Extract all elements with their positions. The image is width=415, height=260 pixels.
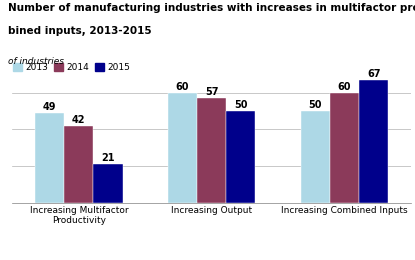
Bar xyxy=(35,113,64,203)
Bar xyxy=(226,111,256,203)
Bar xyxy=(64,126,93,203)
Text: 42: 42 xyxy=(72,115,85,125)
Text: 50: 50 xyxy=(308,100,322,110)
Text: 21: 21 xyxy=(101,153,115,163)
Text: 49: 49 xyxy=(43,102,56,112)
Bar xyxy=(359,80,388,203)
Text: 57: 57 xyxy=(205,87,218,97)
Text: Number of manufacturing industries with increases in multifactor productivity: Number of manufacturing industries with … xyxy=(8,3,415,12)
Bar xyxy=(197,98,226,203)
Bar xyxy=(168,93,197,203)
Text: 67: 67 xyxy=(367,69,381,79)
Bar xyxy=(93,164,123,203)
Text: 50: 50 xyxy=(234,100,248,110)
Bar xyxy=(330,93,359,203)
Legend: 2013, 2014, 2015: 2013, 2014, 2015 xyxy=(13,63,130,72)
Text: 60: 60 xyxy=(338,82,351,92)
Text: 60: 60 xyxy=(176,82,189,92)
Text: bined inputs, 2013-2015: bined inputs, 2013-2015 xyxy=(8,26,152,36)
Text: of industries: of industries xyxy=(8,57,64,66)
Bar xyxy=(300,111,330,203)
